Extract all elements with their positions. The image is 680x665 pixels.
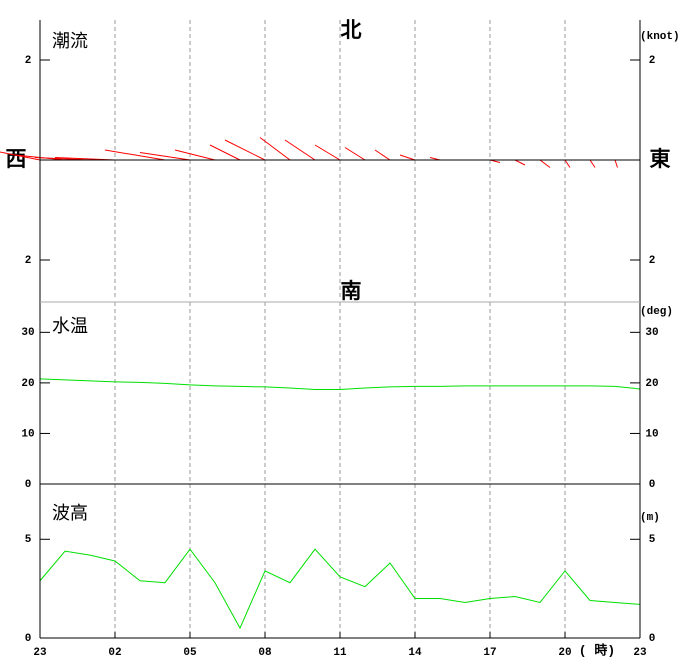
y-tick-label: 20 — [645, 378, 658, 390]
y-tick-label: 5 — [25, 534, 32, 546]
x-tick-label: 11 — [333, 647, 347, 659]
current-vector — [614, 159, 618, 168]
y-tick-label: 0 — [649, 633, 656, 645]
y-tick-label: 10 — [645, 428, 658, 440]
current-vector — [589, 159, 596, 168]
current-vector — [399, 154, 416, 161]
unit-label: (knot) — [640, 31, 680, 43]
y-tick-label: 10 — [21, 428, 34, 440]
y-tick-label: 0 — [25, 633, 32, 645]
x-tick-label: 20 — [558, 647, 571, 659]
current-vector — [174, 149, 216, 161]
x-axis-label: ( 時) — [579, 642, 615, 658]
x-tick-label: 05 — [183, 647, 197, 659]
data-line — [39, 378, 641, 390]
current-vector — [104, 149, 166, 161]
x-tick-label: 23 — [33, 647, 47, 659]
y-tick-label: 2 — [25, 255, 32, 267]
west-label: 西 — [6, 147, 27, 171]
current-vector — [539, 159, 551, 168]
current-vector — [344, 147, 366, 161]
y-tick-label: 20 — [21, 378, 34, 390]
data-line — [39, 548, 641, 630]
y-tick-label: 2 — [649, 255, 656, 267]
east-label: 東 — [650, 147, 671, 171]
current-vector — [139, 152, 191, 161]
x-tick-label: 14 — [408, 647, 422, 659]
panel-title: 潮流 — [52, 31, 88, 52]
y-tick-label: 30 — [645, 327, 658, 339]
current-vector — [209, 144, 241, 161]
south-label: 南 — [341, 279, 362, 303]
unit-label: (m) — [640, 512, 660, 524]
x-tick-label: 08 — [258, 647, 272, 659]
current-vector — [259, 137, 291, 161]
y-tick-label: 2 — [25, 55, 32, 67]
x-tick-label: 02 — [108, 647, 121, 659]
current-vector — [514, 159, 526, 166]
current-vector — [314, 144, 341, 161]
y-tick-label: 2 — [649, 55, 656, 67]
current-vector — [224, 139, 266, 161]
current-vector — [374, 149, 391, 161]
x-tick-label: 23 — [633, 647, 647, 659]
y-tick-label: 5 — [649, 534, 656, 546]
current-vector — [564, 159, 571, 168]
unit-label: (deg) — [640, 306, 673, 318]
panel-title: 波高 — [52, 503, 88, 524]
y-tick-label: 0 — [649, 479, 656, 491]
panel-title: 水温 — [52, 316, 88, 337]
current-vector — [284, 139, 316, 161]
y-tick-label: 30 — [21, 327, 34, 339]
north-label: 北 — [341, 18, 362, 42]
x-tick-label: 17 — [483, 647, 496, 659]
y-tick-label: 0 — [25, 479, 32, 491]
